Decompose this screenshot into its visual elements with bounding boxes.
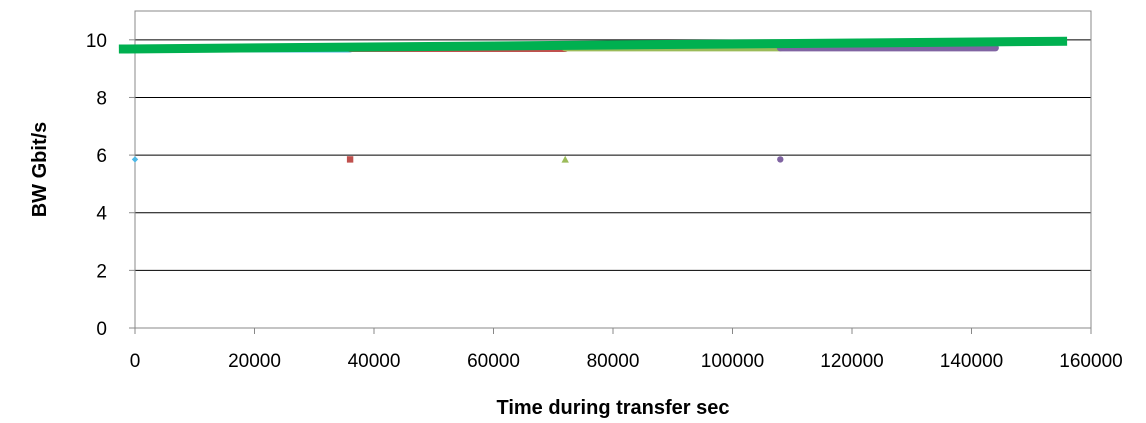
y-tick-label: 10 (86, 31, 107, 52)
x-tick-label: 140000 (940, 351, 1003, 372)
x-tick-label: 0 (130, 351, 141, 372)
series-line (118, 36, 1068, 54)
data-point-triangle (561, 155, 569, 163)
series-2 (346, 44, 569, 163)
x-tick-label: 80000 (587, 351, 640, 372)
y-tick-label: 2 (96, 261, 107, 282)
data-point-circle (777, 156, 784, 163)
data-point-square (346, 156, 354, 163)
series-3 (561, 44, 784, 163)
y-tick-label: 0 (96, 319, 107, 340)
series-5 (118, 36, 1068, 54)
series-1 (131, 45, 354, 163)
series-group (118, 36, 1068, 163)
x-axis-title: Time during transfer sec (496, 397, 729, 419)
gridlines (135, 39, 1091, 271)
x-tick-label: 60000 (467, 351, 520, 372)
x-tick-label: 160000 (1059, 351, 1122, 372)
y-tick-label: 6 (96, 146, 107, 167)
x-tick-label: 100000 (701, 351, 764, 372)
x-tick-labels: 0 20000 40000 60000 80000 100000 120000 140000 1… (130, 351, 1123, 372)
series-4 (776, 44, 999, 163)
x-tick-label: 40000 (348, 351, 401, 372)
axes (129, 39, 1092, 334)
x-tick-label: 120000 (820, 351, 883, 372)
y-tick-label: 4 (96, 204, 107, 225)
y-tick-labels: 0 2 4 6 8 10 (86, 31, 108, 340)
plot-area (134, 10, 1092, 329)
y-axis-title: BW Gbit/s (29, 122, 51, 218)
data-point-diamond (131, 156, 139, 163)
y-tick-label: 8 (96, 88, 107, 109)
x-tick-label: 20000 (228, 351, 281, 372)
